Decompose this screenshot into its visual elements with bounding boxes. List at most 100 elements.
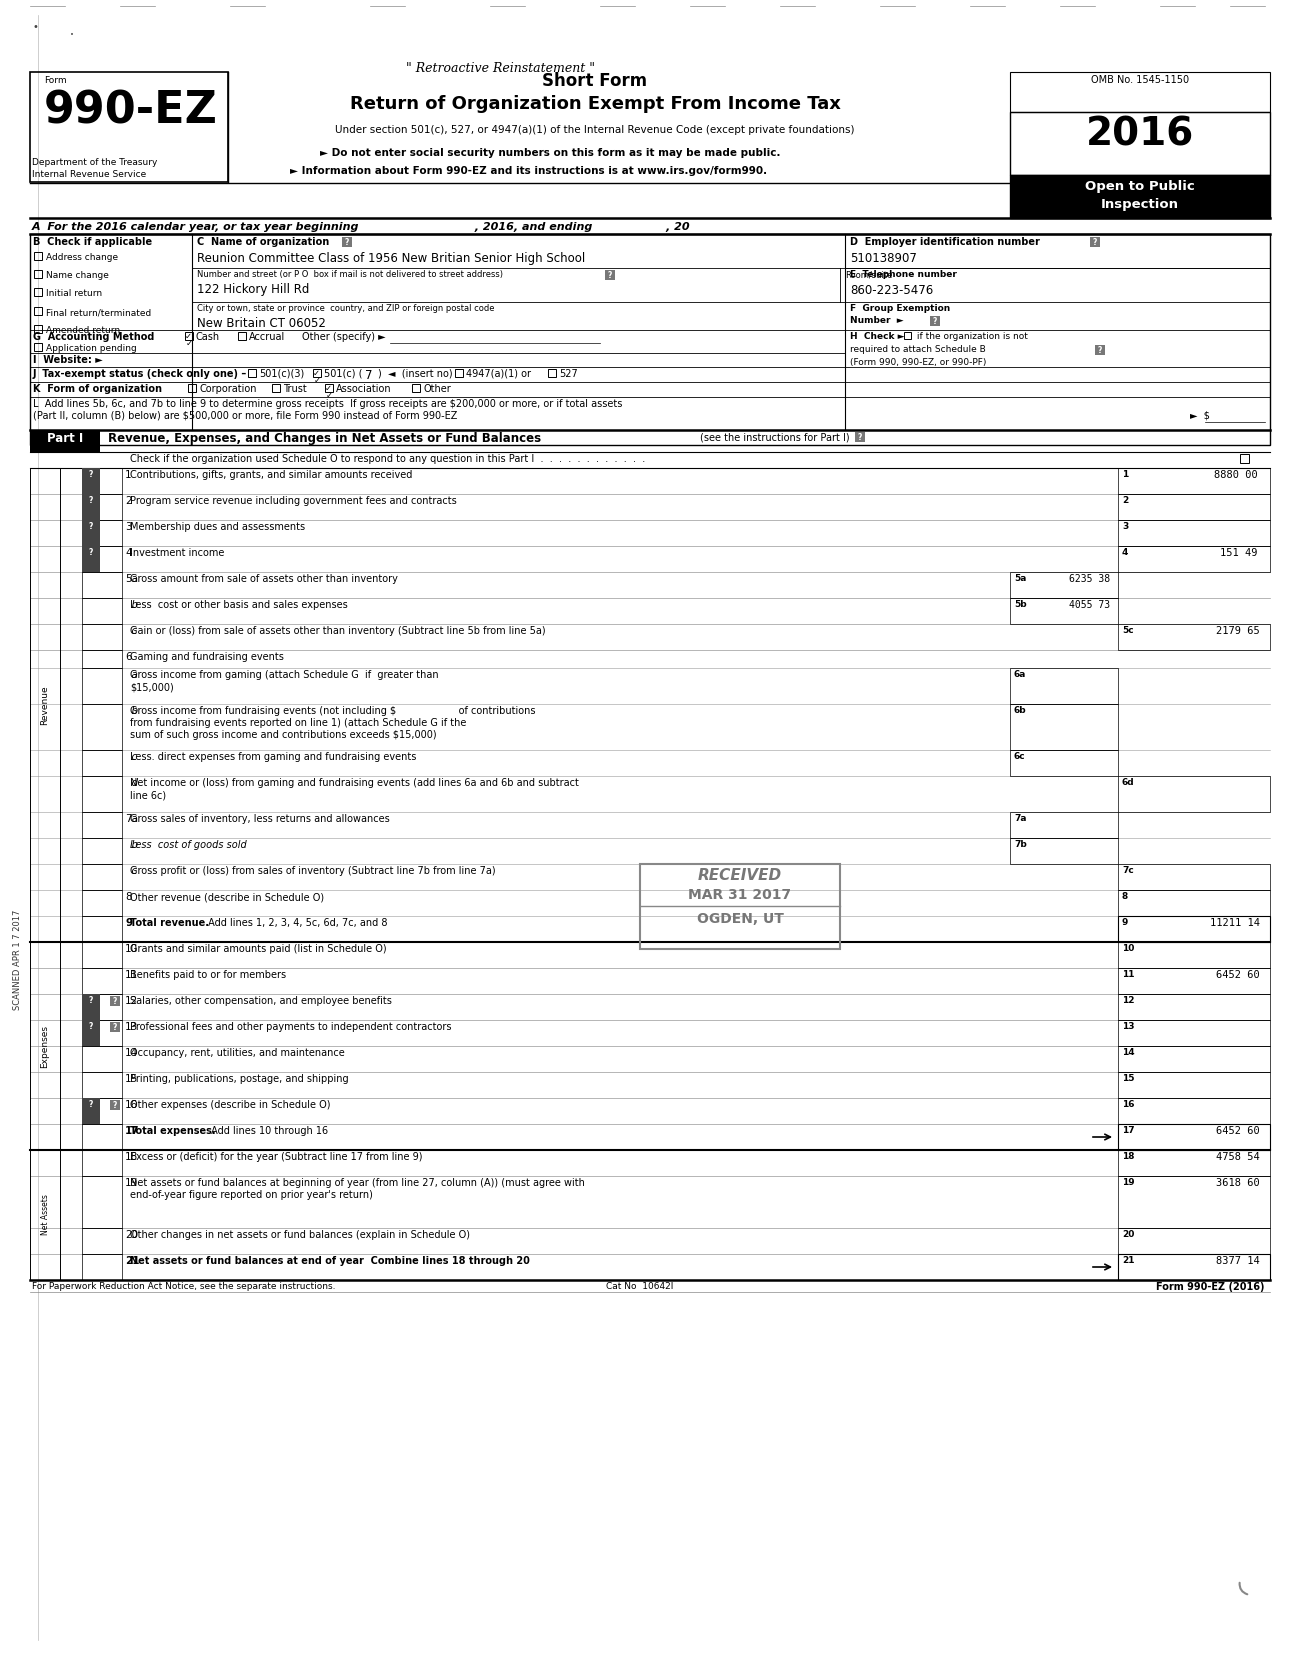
Text: 10: 10 (125, 943, 138, 953)
Text: 7a: 7a (125, 814, 138, 824)
Text: ✓: ✓ (326, 391, 333, 401)
Text: ?: ? (113, 1101, 117, 1111)
Bar (82, 1124, 123, 1150)
Text: Less. direct expenses from gaming and fundraising events: Less. direct expenses from gaming and fu… (130, 751, 416, 761)
Bar (82, 1046, 123, 1072)
Text: a: a (125, 670, 138, 680)
Bar (30, 942, 60, 1150)
Text: Investment income: Investment income (130, 548, 224, 558)
Text: Gross sales of inventory, less returns and allowances: Gross sales of inventory, less returns a… (130, 814, 390, 824)
Text: ?: ? (858, 434, 862, 442)
Text: Excess or (deficit) for the year (Subtract line 17 from line 9): Excess or (deficit) for the year (Subtra… (130, 1152, 422, 1162)
Bar (1011, 175, 1270, 218)
Text: 527: 527 (559, 369, 578, 379)
Text: 6235 38: 6235 38 (1069, 574, 1110, 584)
Text: Program service revenue including government fees and contracts: Program service revenue including govern… (130, 496, 456, 506)
Bar (548, 369, 556, 377)
Text: 6452 60: 6452 60 (1217, 970, 1260, 980)
Text: 2179 65: 2179 65 (1217, 626, 1260, 636)
Bar (30, 430, 100, 452)
Text: 4: 4 (125, 548, 132, 558)
Bar (82, 1097, 100, 1124)
Bar (1118, 995, 1270, 1019)
Text: c: c (125, 866, 137, 875)
Text: F  Group Exemption: F Group Exemption (850, 305, 951, 313)
Text: Address change: Address change (46, 253, 119, 261)
Text: 6d: 6d (1121, 778, 1134, 788)
Bar (1011, 113, 1270, 175)
Text: 20: 20 (125, 1230, 138, 1240)
Bar (30, 468, 60, 942)
Bar (1011, 837, 1118, 864)
Text: 7b: 7b (1015, 841, 1026, 849)
Text: 860-223-5476: 860-223-5476 (850, 285, 934, 296)
Text: Salaries, other compensation, and employee benefits: Salaries, other compensation, and employ… (130, 996, 393, 1006)
Bar (82, 669, 123, 703)
Bar (1118, 890, 1270, 915)
Bar (1118, 776, 1270, 813)
Text: Cash: Cash (196, 333, 220, 343)
Text: 4: 4 (1121, 548, 1128, 558)
Bar (1118, 624, 1270, 650)
Text: C  Name of organization: C Name of organization (197, 237, 329, 247)
Bar (1118, 1177, 1270, 1228)
Bar (1118, 1072, 1270, 1097)
Text: Net income or (loss) from gaming and fundraising events (add lines 6a and 6b and: Net income or (loss) from gaming and fun… (130, 778, 579, 788)
Text: 15: 15 (1121, 1074, 1134, 1082)
Bar (82, 1254, 123, 1279)
Text: J  Tax-exempt status (check only one) –: J Tax-exempt status (check only one) – (33, 369, 248, 379)
Text: OMB No. 1545-1150: OMB No. 1545-1150 (1091, 74, 1189, 84)
Bar (1118, 864, 1270, 890)
Text: Revenue, Expenses, and Changes in Net Assets or Fund Balances: Revenue, Expenses, and Changes in Net As… (108, 432, 541, 445)
Bar (82, 1019, 100, 1046)
Text: Gross amount from sale of assets other than inventory: Gross amount from sale of assets other t… (130, 574, 398, 584)
Text: Total expenses.: Total expenses. (130, 1125, 215, 1135)
Text: " Retroactive Reinstatement ": " Retroactive Reinstatement " (406, 61, 595, 74)
Bar (313, 369, 321, 377)
Bar (34, 252, 42, 260)
Text: line 6c): line 6c) (130, 789, 166, 799)
Text: 2016: 2016 (1086, 114, 1194, 152)
Text: 19: 19 (1121, 1178, 1134, 1187)
Text: D  Employer identification number: D Employer identification number (850, 237, 1039, 247)
Text: 3: 3 (1121, 521, 1128, 531)
Text: ?: ? (89, 496, 93, 505)
Text: 6452 60: 6452 60 (1217, 1125, 1260, 1135)
Text: 17: 17 (125, 1125, 140, 1135)
Text: 990-EZ: 990-EZ (44, 89, 218, 132)
Text: Less  cost or other basis and sales expenses: Less cost or other basis and sales expen… (130, 601, 348, 611)
Text: ?: ? (113, 1023, 117, 1033)
Text: MAR 31 2017: MAR 31 2017 (689, 889, 792, 902)
Text: Professional fees and other payments to independent contractors: Professional fees and other payments to … (130, 1023, 451, 1033)
Text: )  ◄  (insert no): ) ◄ (insert no) (378, 369, 452, 379)
Bar (82, 995, 100, 1019)
Text: 5b: 5b (1015, 601, 1026, 609)
Text: Net Assets: Net Assets (40, 1195, 50, 1235)
Text: New Britain CT 06052: New Britain CT 06052 (197, 318, 326, 329)
Text: $15,000): $15,000) (130, 682, 173, 692)
Bar (30, 1150, 60, 1279)
Bar (110, 996, 120, 1006)
Bar (1011, 703, 1118, 750)
Text: Number and street (or P O  box if mail is not delivered to street address): Number and street (or P O box if mail is… (197, 270, 503, 280)
Text: ✓: ✓ (186, 339, 193, 348)
Text: 2: 2 (1121, 496, 1128, 505)
Text: 1: 1 (1121, 470, 1128, 478)
Bar (1095, 344, 1104, 356)
Text: RECEIVED: RECEIVED (698, 867, 782, 884)
Text: 4758 54: 4758 54 (1217, 1152, 1260, 1162)
Text: ?: ? (1098, 346, 1102, 356)
Bar (34, 306, 42, 314)
Text: ► Information about Form 990-EZ and its instructions is at www.irs.gov/form990.: ► Information about Form 990-EZ and its … (289, 166, 767, 175)
Text: required to attach Schedule B: required to attach Schedule B (850, 344, 986, 354)
Text: 9: 9 (1121, 919, 1128, 927)
Text: 151 49: 151 49 (1221, 548, 1258, 558)
Text: ?: ? (89, 548, 93, 558)
Bar (30, 233, 1270, 445)
Text: Initial return: Initial return (46, 290, 102, 298)
Bar (82, 837, 123, 864)
Text: Gross income from gaming (attach Schedule G  if  greater than: Gross income from gaming (attach Schedul… (130, 670, 438, 680)
Bar (605, 270, 615, 280)
Text: Internal Revenue Service: Internal Revenue Service (33, 170, 146, 179)
Text: Inspection: Inspection (1101, 199, 1179, 210)
